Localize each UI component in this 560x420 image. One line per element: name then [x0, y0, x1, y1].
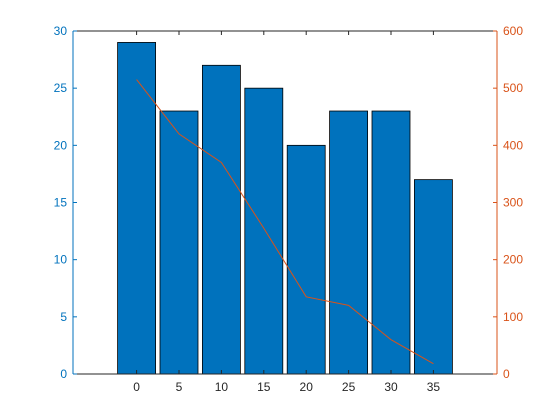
tick-labels: 0 5 10 15 20 25 30 3505101520253001002003004005…: [54, 24, 524, 394]
right-y-tick-label: 200: [503, 253, 523, 267]
left-y-tick-label: 20: [54, 138, 68, 152]
x-tick-label: 20: [300, 380, 314, 394]
left-y-tick-label: 15: [54, 196, 68, 210]
bar-35: [413, 179, 453, 375]
line-series: [136, 79, 434, 365]
bar-25: [329, 110, 369, 375]
left-y-tick-label: 10: [54, 253, 68, 267]
line-series-path: [136, 79, 434, 365]
x-tick-label: 15: [257, 380, 271, 394]
left-y-tick-label: 5: [60, 310, 67, 324]
left-y-tick-label: 0: [60, 367, 67, 381]
right-y-tick-label: 0: [503, 367, 510, 381]
bar-10: [201, 64, 241, 375]
bar-5: [159, 110, 199, 375]
right-y-tick-label: 500: [503, 81, 523, 95]
right-y-tick-label: 300: [503, 196, 523, 210]
ticks: [73, 30, 497, 375]
left-y-tick-label: 25: [54, 81, 68, 95]
bar-30: [371, 110, 411, 375]
bar-0: [117, 42, 156, 375]
x-tick-label: 35: [427, 380, 441, 394]
bar-15: [244, 87, 284, 375]
x-tick-label: 0: [133, 380, 140, 394]
right-y-tick-label: 400: [503, 138, 523, 152]
bar-series: [117, 42, 453, 375]
x-tick-label: 5: [176, 380, 183, 394]
x-tick-label: 10: [215, 380, 229, 394]
right-y-tick-label: 100: [503, 310, 523, 324]
x-tick-label: 25: [342, 380, 356, 394]
left-y-tick-label: 30: [54, 24, 68, 38]
x-tick-label: 30: [384, 380, 398, 394]
bar-20: [286, 144, 326, 375]
right-y-tick-label: 600: [503, 24, 523, 38]
